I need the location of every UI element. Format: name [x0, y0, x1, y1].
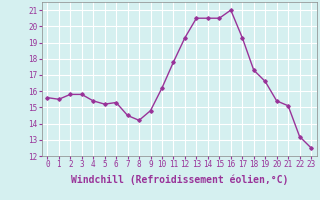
X-axis label: Windchill (Refroidissement éolien,°C): Windchill (Refroidissement éolien,°C) — [70, 175, 288, 185]
